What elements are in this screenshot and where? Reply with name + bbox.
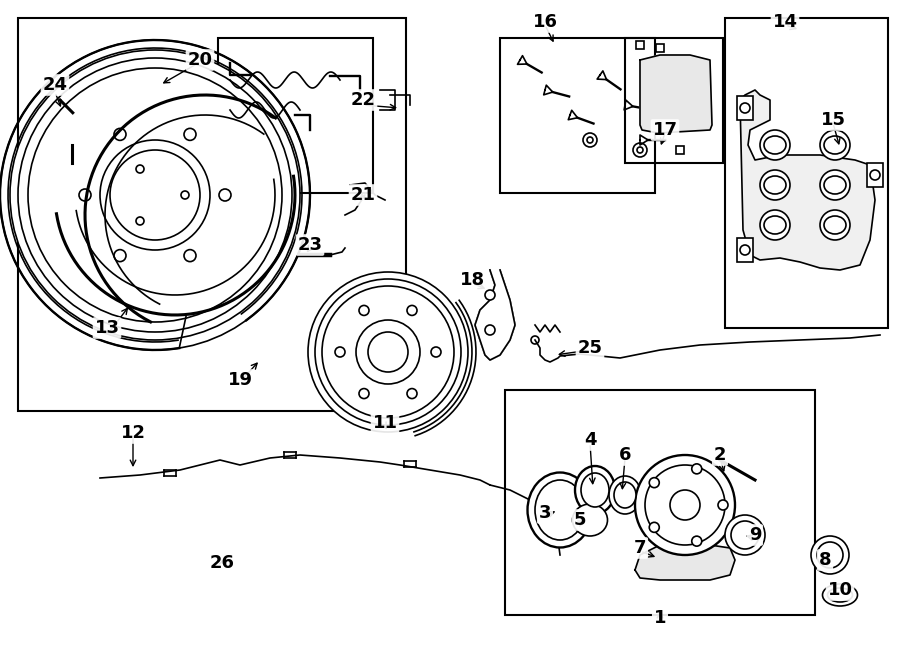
- Bar: [500, 38, 655, 193]
- Circle shape: [740, 103, 750, 113]
- Ellipse shape: [614, 482, 636, 508]
- Ellipse shape: [811, 536, 849, 574]
- Circle shape: [359, 305, 369, 315]
- Polygon shape: [640, 55, 712, 133]
- Circle shape: [79, 189, 91, 201]
- Circle shape: [10, 50, 300, 340]
- Text: 3: 3: [539, 504, 551, 522]
- Polygon shape: [475, 270, 515, 360]
- Circle shape: [407, 305, 417, 315]
- Circle shape: [184, 250, 196, 262]
- Circle shape: [335, 347, 345, 357]
- Ellipse shape: [575, 466, 615, 514]
- Bar: [867, 163, 883, 187]
- Circle shape: [136, 165, 144, 173]
- Ellipse shape: [581, 473, 609, 507]
- Circle shape: [407, 389, 417, 399]
- Text: 13: 13: [94, 319, 120, 337]
- Circle shape: [136, 217, 144, 225]
- Circle shape: [431, 347, 441, 357]
- Bar: [218, 38, 373, 193]
- Polygon shape: [635, 545, 735, 580]
- Text: 6: 6: [619, 446, 631, 464]
- Text: 12: 12: [121, 424, 146, 442]
- Text: 11: 11: [373, 414, 398, 432]
- Text: 26: 26: [210, 554, 235, 572]
- Circle shape: [184, 128, 196, 140]
- Circle shape: [633, 143, 647, 157]
- Circle shape: [114, 250, 126, 262]
- Text: 15: 15: [821, 111, 845, 129]
- Circle shape: [649, 522, 660, 532]
- Bar: [737, 96, 753, 120]
- Circle shape: [637, 147, 643, 153]
- Circle shape: [359, 389, 369, 399]
- Circle shape: [181, 191, 189, 199]
- Bar: [636, 41, 644, 49]
- Ellipse shape: [527, 473, 592, 547]
- Circle shape: [760, 210, 790, 240]
- Text: 10: 10: [827, 581, 852, 599]
- Circle shape: [820, 210, 850, 240]
- Text: 21: 21: [350, 186, 375, 204]
- Ellipse shape: [817, 542, 843, 568]
- Text: 1: 1: [653, 609, 666, 627]
- Text: 24: 24: [42, 76, 68, 94]
- Bar: [737, 238, 753, 262]
- Circle shape: [760, 130, 790, 160]
- Text: 18: 18: [459, 271, 484, 289]
- Ellipse shape: [635, 455, 735, 555]
- Bar: [505, 390, 815, 615]
- Circle shape: [587, 137, 593, 143]
- Ellipse shape: [823, 584, 858, 606]
- Text: 2: 2: [714, 446, 726, 464]
- Text: 9: 9: [749, 526, 761, 544]
- Circle shape: [820, 170, 850, 200]
- Circle shape: [649, 478, 660, 488]
- Bar: [625, 38, 723, 163]
- Circle shape: [308, 272, 468, 432]
- Ellipse shape: [725, 515, 765, 555]
- Text: 17: 17: [652, 121, 678, 139]
- Circle shape: [100, 140, 210, 250]
- Text: 5: 5: [574, 511, 586, 529]
- Ellipse shape: [731, 521, 759, 549]
- Circle shape: [114, 128, 126, 140]
- Polygon shape: [740, 90, 875, 270]
- Circle shape: [718, 500, 728, 510]
- Circle shape: [531, 336, 539, 344]
- Bar: [656, 44, 664, 52]
- Text: 8: 8: [819, 551, 832, 569]
- Circle shape: [485, 325, 495, 335]
- Circle shape: [692, 536, 702, 546]
- Bar: [18, 18, 406, 411]
- Text: 23: 23: [298, 236, 322, 254]
- Ellipse shape: [572, 504, 608, 536]
- Circle shape: [356, 320, 420, 384]
- Circle shape: [219, 189, 231, 201]
- Text: 14: 14: [772, 13, 797, 31]
- Circle shape: [870, 170, 880, 180]
- Text: 22: 22: [350, 91, 375, 109]
- Ellipse shape: [827, 588, 852, 602]
- Circle shape: [583, 133, 597, 147]
- Text: 25: 25: [578, 339, 602, 357]
- Text: 4: 4: [584, 431, 596, 449]
- Text: 20: 20: [187, 51, 212, 69]
- Circle shape: [820, 130, 850, 160]
- Text: 19: 19: [228, 371, 253, 389]
- Text: 7: 7: [634, 539, 646, 557]
- Bar: [725, 18, 888, 328]
- Bar: [676, 146, 684, 154]
- Ellipse shape: [670, 490, 700, 520]
- Ellipse shape: [609, 476, 641, 514]
- Ellipse shape: [535, 480, 585, 540]
- Circle shape: [740, 245, 750, 255]
- Circle shape: [692, 464, 702, 474]
- Text: 16: 16: [533, 13, 557, 31]
- Circle shape: [485, 290, 495, 300]
- Circle shape: [760, 170, 790, 200]
